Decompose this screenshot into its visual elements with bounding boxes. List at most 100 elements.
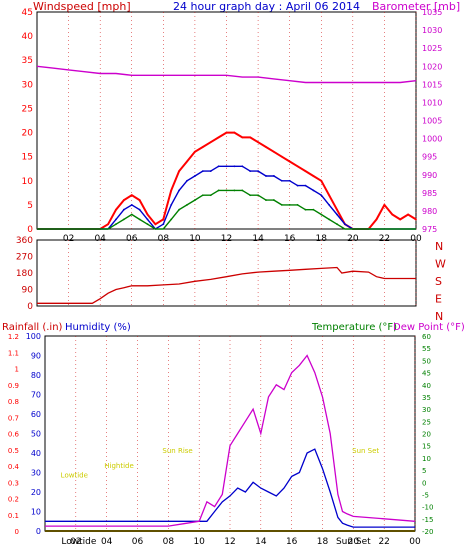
humidity-tick-label: 30 <box>31 469 41 478</box>
wind-data-point <box>138 218 141 221</box>
wind-data-point <box>146 218 149 221</box>
humidity-tick-label: 70 <box>31 391 41 400</box>
wind-data-point <box>328 194 331 197</box>
wind-x-tick-label: 02 <box>63 234 74 244</box>
temperature-tick-label: 45 <box>422 370 431 378</box>
wind-data-point <box>328 218 331 221</box>
wind-data-point <box>280 203 283 206</box>
wind-data-point <box>233 131 236 134</box>
temperature-x-tick-label: 04 <box>101 537 113 547</box>
wind-data-point <box>296 184 299 187</box>
temperature-y-ticks: -20 -15 -10 -5 0 5 10 15 20 25 30 35 40 45 50 55 60 <box>422 333 433 536</box>
barometer-tick-label: 1005 <box>422 117 442 126</box>
barometer-tick-label: 975 <box>422 225 437 234</box>
wind-data-point <box>115 218 117 221</box>
wind-x-tick-label: 10 <box>189 234 201 244</box>
humidity-tick-label: 0 <box>36 527 41 536</box>
wind-data-point <box>344 223 346 226</box>
wind-data-point <box>336 208 338 211</box>
temperature-series-line <box>45 448 415 528</box>
wind-data-point <box>170 203 173 206</box>
wind-data-point <box>146 223 149 226</box>
wind-data-point <box>312 175 315 177</box>
wind-data-point <box>201 146 204 148</box>
humidity-tick-label: 90 <box>31 352 41 361</box>
wind-data-point <box>391 213 394 216</box>
temperature-tick-label: 40 <box>422 382 431 390</box>
wind-data-point <box>162 223 165 226</box>
wind-x-tick-label: 04 <box>94 234 106 244</box>
direction-y-ticks: 0 90 180 270 360 <box>16 236 33 312</box>
wind-data-point <box>407 213 410 216</box>
dewpoint-axis-title: Dew Point (°F) <box>393 322 465 333</box>
rainfall-tick-label: 0.2 <box>8 496 19 504</box>
temperature-tick-label: -5 <box>422 491 429 499</box>
direction-panel-grid <box>68 240 417 306</box>
temperature-x-tick-label: 20 <box>348 537 360 547</box>
temperature-tick-label: 5 <box>422 467 426 475</box>
temperature-x-tick-label: 22 <box>378 537 389 547</box>
graph-title: 24 hour graph day : April 06 2014 <box>173 0 360 13</box>
wind-data-point <box>257 170 259 173</box>
temperature-tick-label: 10 <box>422 455 431 463</box>
humidity-tick-label: 50 <box>31 430 41 439</box>
rainfall-tick-label: 0.6 <box>8 431 20 439</box>
rainfall-tick-label: 0.5 <box>8 447 19 455</box>
wind-panel-grid <box>68 12 417 229</box>
temperature-x-tick-label: 10 <box>193 537 205 547</box>
wind-data-point <box>201 194 204 197</box>
temperature-tick-label: 25 <box>422 418 431 426</box>
direction-series <box>37 266 416 304</box>
windspeed-tick-label: 20 <box>22 129 34 139</box>
wind-data-point <box>265 175 267 177</box>
windspeed-tick-label: 0 <box>27 225 33 235</box>
wind-data-point <box>170 218 173 221</box>
direction-tick-label: 180 <box>16 269 33 279</box>
barometer-tick-label: 1015 <box>422 80 442 89</box>
barometer-tick-label: 985 <box>422 189 437 198</box>
wind-data-point <box>272 199 275 201</box>
wind-data-point <box>265 199 267 201</box>
wind-data-point <box>209 194 212 197</box>
wind-data-point <box>272 150 275 153</box>
rainfall-tick-label: 0.7 <box>8 414 19 422</box>
rainfall-tick-label: 0.8 <box>8 398 19 406</box>
barometer-tick-label: 980 <box>422 207 437 216</box>
rainfall-tick-label: 1 <box>15 366 19 374</box>
barometer-axis-title: Barometer [mb] <box>372 0 460 13</box>
wind-data-point <box>186 179 188 182</box>
windspeed-tick-label: 35 <box>22 56 33 66</box>
wind-data-point <box>241 189 244 192</box>
temperature-tick-label: 35 <box>422 394 431 402</box>
wind-data-point <box>225 189 228 192</box>
temperature-x-tick-label: 08 <box>163 537 175 547</box>
wind-data-point <box>288 160 291 163</box>
temperature-panel-frame <box>44 335 416 532</box>
wind-series-line <box>36 65 417 84</box>
temperature-x-tick-label: 16 <box>286 537 298 547</box>
barometer-tick-label: 1025 <box>422 44 442 53</box>
wind-data-point <box>257 141 259 144</box>
direction-line <box>37 266 416 304</box>
wind-x-tick-label: 16 <box>284 234 296 244</box>
wind-data-point <box>280 179 283 182</box>
rainfall-y-ticks: 0 0.1 0.2 0.3 0.4 0.5 0.6 0.7 0.8 0.9 1 1.1 1.2 <box>8 333 20 536</box>
wind-data-point <box>304 208 307 211</box>
wind-data-point <box>178 189 181 192</box>
wind-data-point <box>383 203 386 206</box>
humidity-tick-label: 60 <box>31 410 41 419</box>
wind-data-point <box>320 213 323 216</box>
wind-data-point <box>209 141 212 144</box>
barometer-y-ticks: 975 980 985 990 995 1000 1005 1010 1015 1020 1025 1… <box>422 8 442 234</box>
humidity-tick-label: 100 <box>26 332 41 341</box>
wind-data-point <box>320 179 323 182</box>
barometer-tick-label: 1010 <box>422 98 442 107</box>
rainfall-tick-label: 0.9 <box>8 382 19 390</box>
temperature-series-line <box>45 354 416 527</box>
wind-data-point <box>201 170 204 173</box>
compass-letter: S <box>435 275 442 288</box>
humidity-tick-label: 20 <box>31 488 41 497</box>
event-label: Sun Rise <box>162 447 192 455</box>
wind-series-line <box>37 165 416 230</box>
